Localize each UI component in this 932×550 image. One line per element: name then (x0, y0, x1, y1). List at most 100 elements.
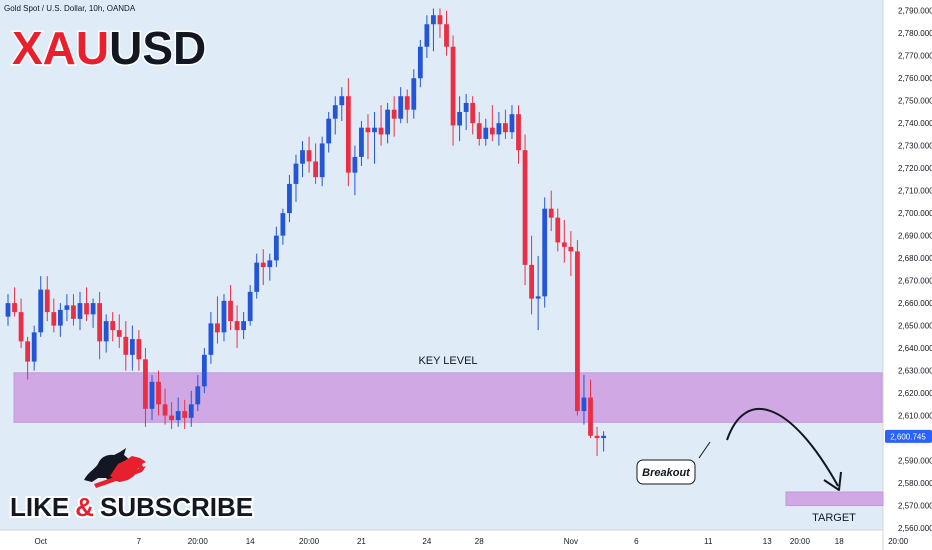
candle (391, 96, 397, 137)
candle (201, 348, 207, 394)
candle-body (535, 296, 541, 299)
price-tick-label: 2,700.000 (898, 209, 932, 218)
breakout-label: Breakout (642, 467, 691, 479)
candle-body (241, 321, 247, 331)
time-tick-label: 14 (246, 537, 255, 546)
candle (529, 235, 534, 315)
candle-body (64, 305, 70, 310)
candle-body (188, 404, 194, 418)
candle-body (175, 411, 181, 421)
price-tick-label: 2,560.000 (898, 524, 932, 533)
candle-body (424, 24, 430, 47)
candle (129, 325, 135, 371)
bull-bear-logo (84, 448, 146, 488)
candle-body (306, 150, 312, 162)
candle (64, 294, 70, 322)
candle (522, 134, 528, 286)
candle-body (25, 341, 31, 362)
candle (516, 105, 521, 164)
candle-body (391, 109, 397, 119)
candle (300, 141, 305, 178)
candle (12, 287, 17, 317)
candle-body (221, 300, 227, 333)
candle-body (431, 15, 436, 25)
candle (575, 240, 580, 416)
projection-arrow-head (823, 471, 842, 491)
time-tick-label: Nov (564, 537, 578, 546)
candle-body (588, 397, 593, 436)
candle-body (463, 102, 469, 112)
candle (496, 111, 502, 146)
candle (260, 249, 266, 286)
candle-body (352, 156, 358, 173)
time-tick-label: Oct (34, 537, 47, 546)
candle-body (496, 123, 502, 135)
candlestick-series (5, 8, 606, 457)
candle (136, 330, 142, 371)
candle (169, 402, 175, 430)
target-zone[interactable] (785, 491, 884, 507)
candle (548, 190, 554, 232)
candle-body (476, 123, 482, 139)
candle (123, 321, 129, 371)
current-price-tag[interactable]: 2,600.745 (885, 429, 932, 443)
candle-body (542, 208, 548, 297)
candle (182, 399, 188, 430)
candle (555, 208, 561, 252)
candle (476, 111, 482, 146)
plot-background (0, 0, 883, 530)
candle-body (38, 289, 44, 333)
candle-body (287, 183, 292, 214)
time-tick-label: 20:00 (299, 537, 320, 546)
price-axis-background[interactable] (883, 0, 932, 550)
candle (319, 136, 325, 187)
candle (398, 87, 404, 124)
candle-body (457, 111, 463, 126)
candle-body (201, 354, 207, 387)
candle-body (339, 96, 345, 106)
candle (535, 255, 541, 331)
candle-body (503, 123, 508, 133)
candle-body (522, 150, 528, 265)
candle (411, 69, 417, 119)
candle-body (254, 262, 260, 292)
candle-body (228, 300, 233, 322)
time-tick-label: 24 (422, 537, 431, 546)
price-tick-label: 2,740.000 (898, 119, 932, 128)
candle-body (489, 127, 495, 135)
candle (306, 136, 312, 173)
price-tick-label: 2,590.000 (898, 457, 932, 466)
candle-body (437, 15, 443, 25)
candle-body (149, 381, 155, 409)
time-axis-background[interactable] (0, 530, 883, 550)
time-tick-label: 18 (835, 537, 844, 546)
candle (195, 375, 201, 412)
candle (215, 296, 220, 344)
time-tick-label: 20:00 (188, 537, 209, 546)
ticker-title: XAUUSD (12, 22, 206, 74)
candle (57, 303, 63, 337)
candle (352, 145, 358, 196)
current-price-value: 2,600.745 (890, 432, 926, 441)
candle-body (208, 323, 214, 355)
ticker-title-black: USD (109, 22, 206, 74)
candle (5, 294, 11, 326)
candle (188, 390, 194, 427)
candle (568, 231, 574, 277)
candle-body (417, 46, 423, 79)
candle-body (195, 386, 201, 405)
candle-body (169, 415, 175, 421)
candle-body (411, 78, 417, 110)
price-tick-label: 2,650.000 (898, 322, 932, 331)
price-tick-label: 2,580.000 (898, 479, 932, 488)
price-tick-label: 2,620.000 (898, 389, 932, 398)
candle (417, 39, 423, 88)
key-level-label: KEY LEVEL (418, 355, 477, 367)
candle (313, 143, 319, 184)
candle-body (300, 150, 305, 164)
candle (601, 431, 606, 452)
candle (326, 111, 332, 153)
price-tick-label: 2,630.000 (898, 367, 932, 376)
candle-body (12, 303, 17, 313)
